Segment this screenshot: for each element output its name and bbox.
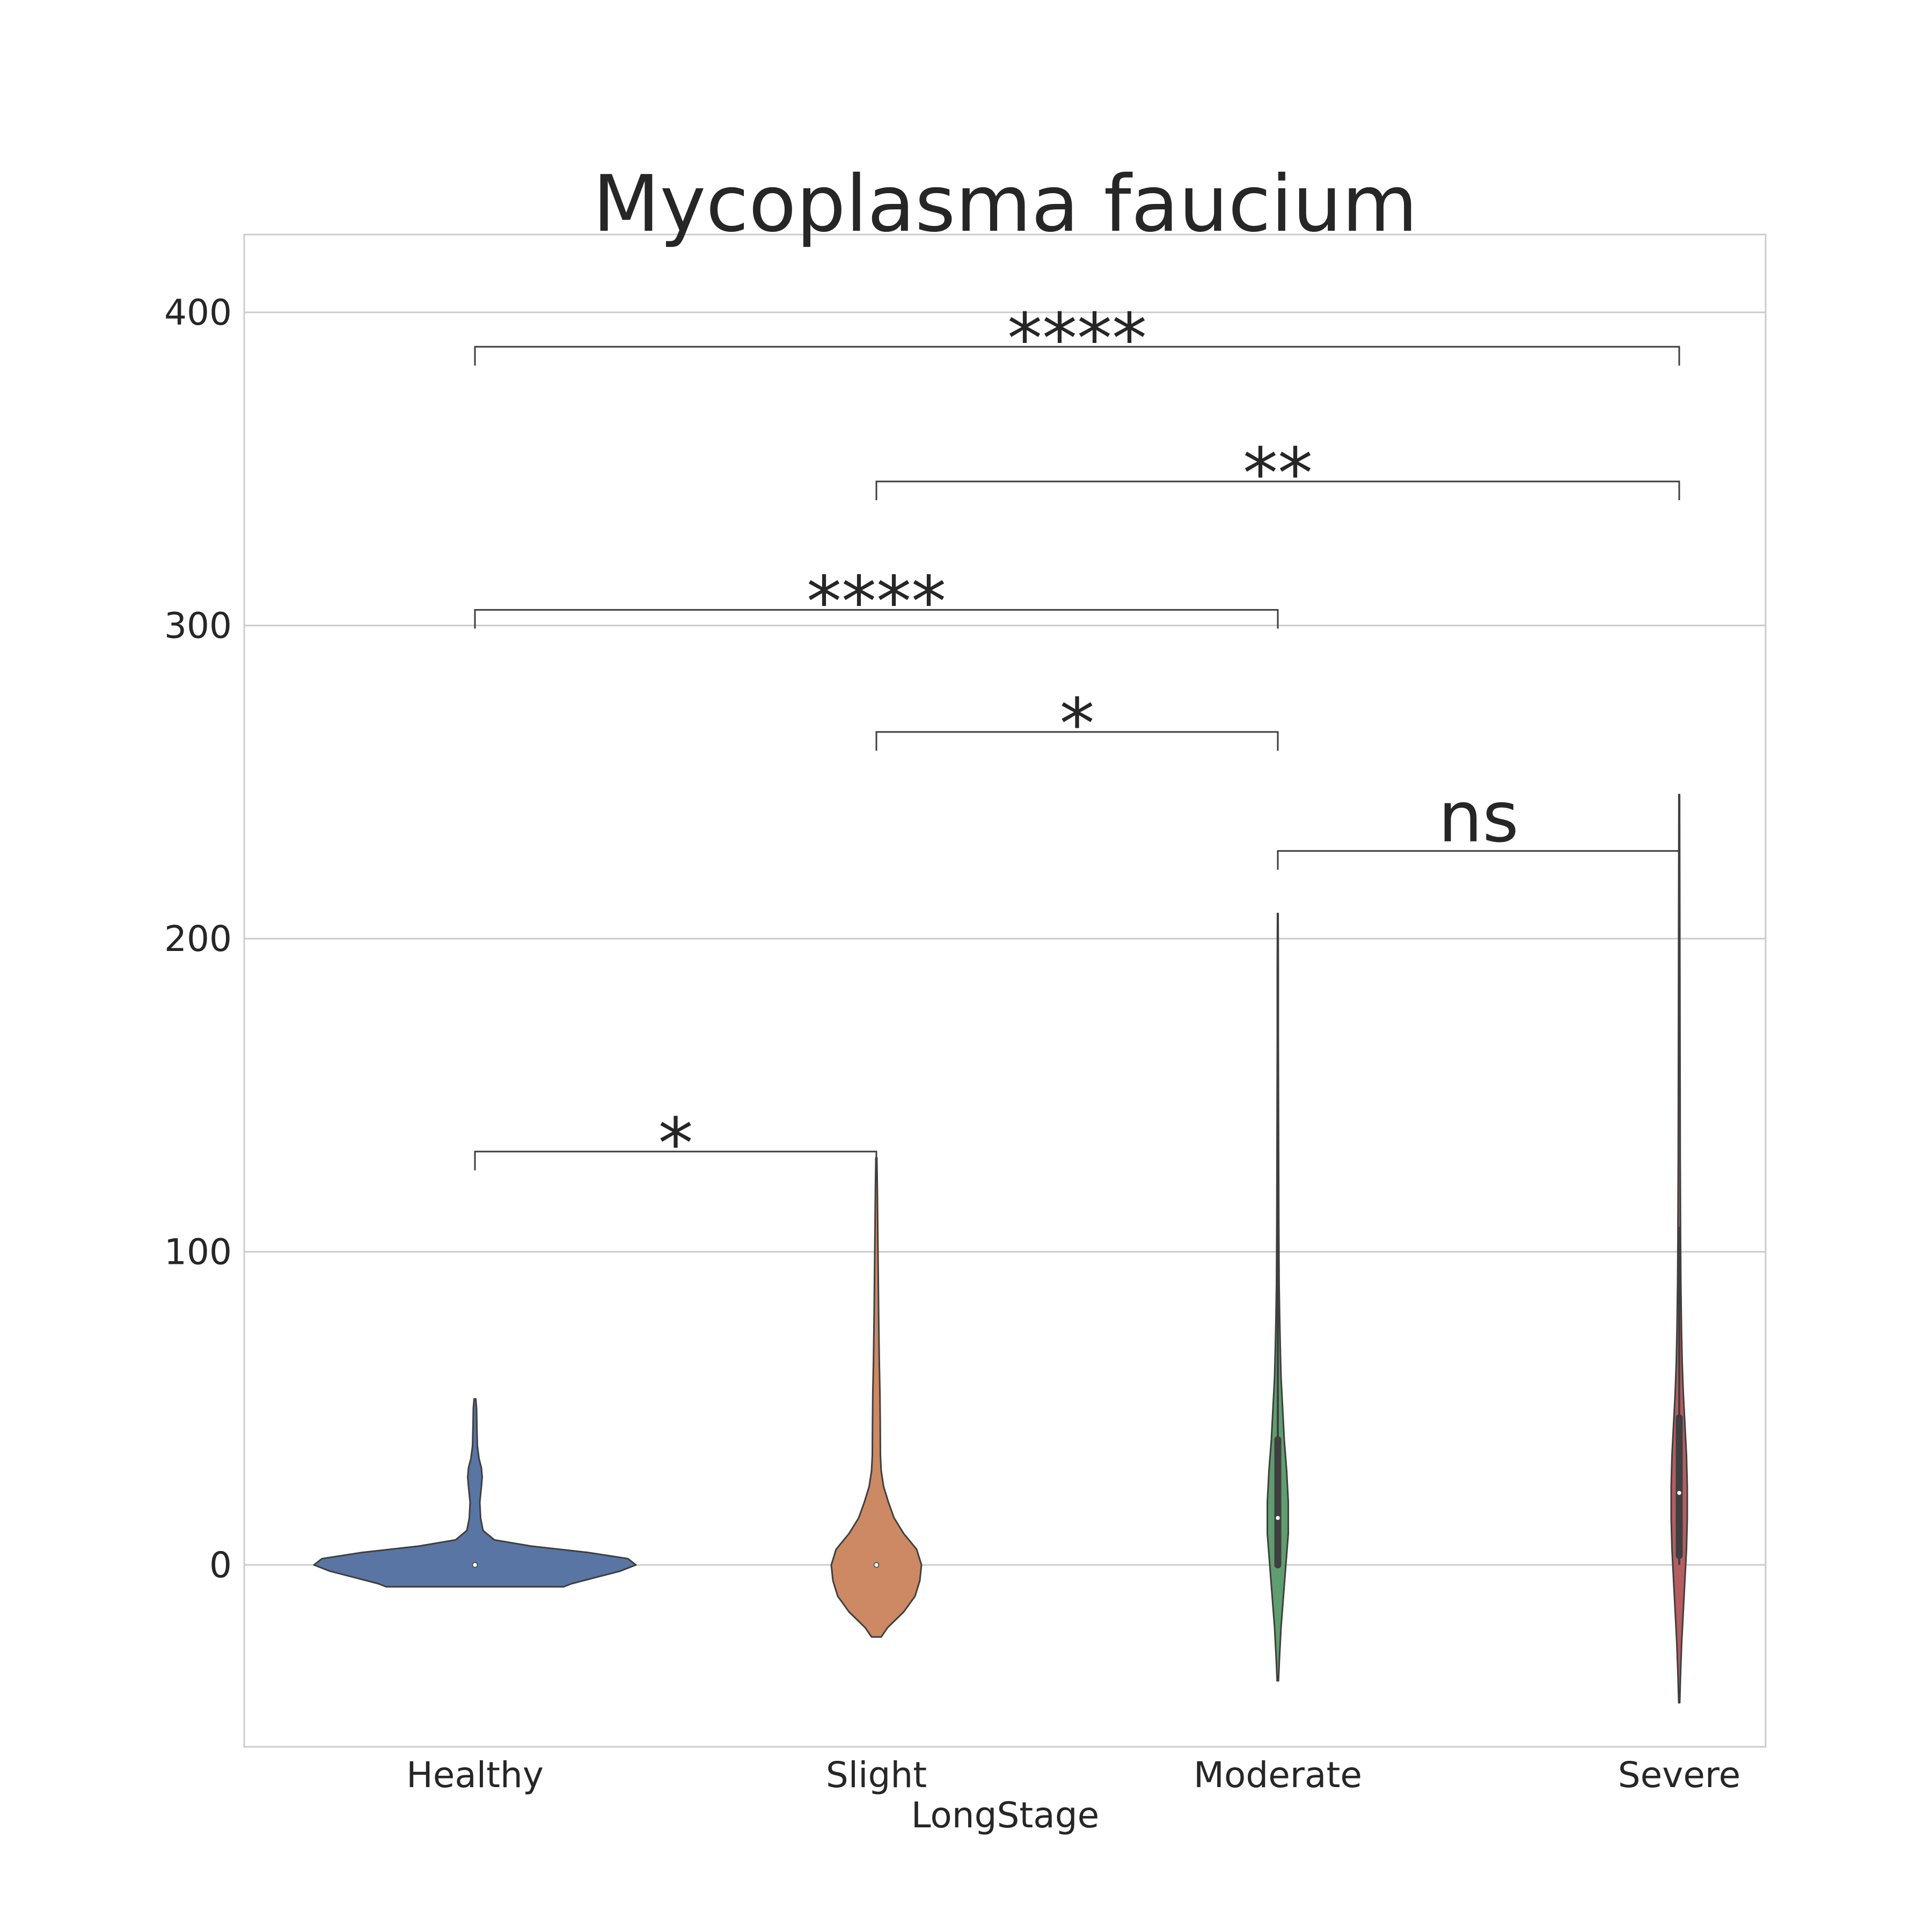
- bracket-2: [1277, 850, 1680, 870]
- grid-lines: [244, 311, 1766, 1566]
- median-point-moderate: [1275, 1515, 1281, 1521]
- bracket-3: [875, 731, 1279, 751]
- significance-annotations: *ns***********: [474, 298, 1680, 1184]
- y-tick-label-0: 0: [209, 1545, 232, 1586]
- significance-label-5: **: [1243, 433, 1313, 514]
- y-axis: 0 100 200 300 400: [164, 292, 232, 1586]
- violin-healthy: [313, 1398, 637, 1588]
- bracket-6: [474, 346, 1680, 366]
- significance-label-6: ****: [1007, 298, 1147, 379]
- y-tick-label-300: 300: [164, 605, 232, 647]
- median-point-severe: [1676, 1490, 1682, 1496]
- median-point-slight: [873, 1562, 880, 1568]
- y-tick-label-400: 400: [164, 292, 232, 333]
- plot-frame: [243, 233, 1767, 1748]
- x-tick-label-moderate: Moderate: [1194, 1754, 1362, 1796]
- significance-label-3: *: [1060, 683, 1095, 765]
- significance-label-4: ****: [807, 561, 946, 642]
- x-axis-label: LongStage: [911, 1795, 1099, 1836]
- violins: [313, 794, 1688, 1704]
- y-tick-label-200: 200: [164, 918, 232, 960]
- bracket-5: [875, 480, 1680, 501]
- significance-label-1: *: [658, 1103, 693, 1184]
- significance-label-2: ns: [1438, 777, 1519, 858]
- x-tick-label-severe: Severe: [1618, 1754, 1740, 1796]
- chart-title: Mycoplasma faucium: [592, 159, 1417, 250]
- x-axis: Healthy Slight Moderate Severe: [406, 1754, 1740, 1796]
- median-point-healthy: [472, 1562, 478, 1568]
- x-tick-label-slight: Slight: [826, 1754, 927, 1796]
- x-tick-label-healthy: Healthy: [406, 1754, 544, 1796]
- y-tick-label-100: 100: [164, 1232, 232, 1273]
- bracket-4: [474, 609, 1279, 629]
- bracket-1: [474, 1151, 877, 1170]
